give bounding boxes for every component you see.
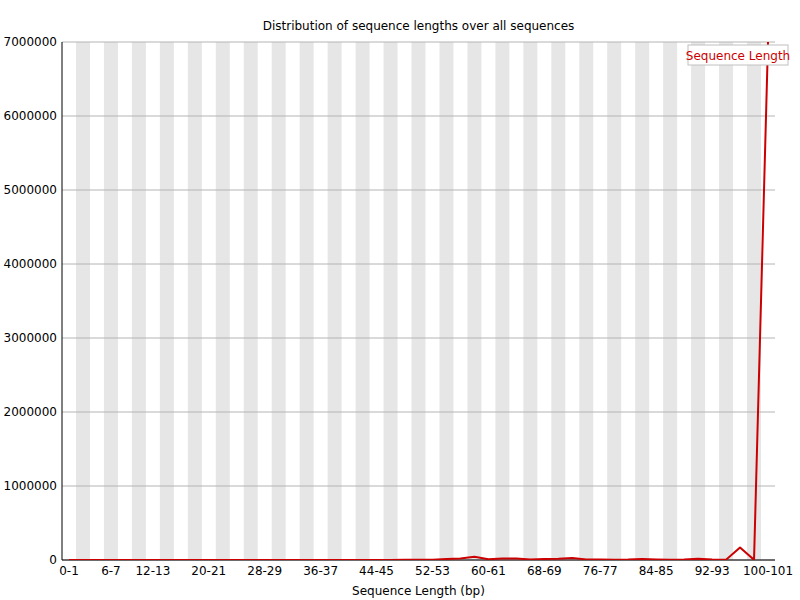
- band: [691, 42, 705, 560]
- legend-entry: Sequence Length: [686, 49, 790, 63]
- band: [76, 42, 90, 560]
- y-tick-label: 5000000: [4, 183, 57, 197]
- y-tick-label: 2000000: [4, 405, 57, 419]
- band: [579, 42, 593, 560]
- band: [300, 42, 314, 560]
- x-tick-label: 84-85: [639, 564, 674, 578]
- x-tick-label: 0-1: [59, 564, 79, 578]
- x-tick-label: 6-7: [101, 564, 121, 578]
- band: [132, 42, 146, 560]
- y-tick-label: 1000000: [4, 479, 57, 493]
- grid-line: [62, 116, 775, 117]
- chart: 0 1000000 2000000 3000000 4000000 5000000 6000…: [0, 0, 800, 600]
- band: [188, 42, 202, 560]
- y-axis: [62, 42, 63, 560]
- y-tick-label: 6000000: [4, 109, 57, 123]
- band: [216, 42, 230, 560]
- y-tick-label: 7000000: [4, 35, 57, 49]
- x-tick-label: 92-93: [695, 564, 730, 578]
- band: [412, 42, 426, 560]
- band: [384, 42, 398, 560]
- band: [551, 42, 565, 560]
- band: [160, 42, 174, 560]
- band: [467, 42, 481, 560]
- x-tick-label: 12-13: [135, 564, 170, 578]
- x-tick-label: 28-29: [247, 564, 282, 578]
- y-tick-label: 4000000: [4, 257, 57, 271]
- x-tick-label: 44-45: [359, 564, 394, 578]
- band: [663, 42, 677, 560]
- x-tick-label: 76-77: [583, 564, 618, 578]
- band: [356, 42, 370, 560]
- band: [719, 42, 733, 560]
- band: [272, 42, 286, 560]
- title: Distribution of sequence lengths over al…: [263, 19, 575, 33]
- grid-line: [62, 190, 775, 191]
- x-tick-label: 60-61: [471, 564, 506, 578]
- grid-line: [62, 486, 775, 487]
- legend: Sequence Length: [686, 45, 790, 65]
- band: [439, 42, 453, 560]
- band: [495, 42, 509, 560]
- band: [607, 42, 621, 560]
- x-tick-label: 100-101: [743, 564, 793, 578]
- band: [328, 42, 342, 560]
- band: [747, 42, 761, 560]
- plot-group: [69, 42, 768, 560]
- x-axis-label: Sequence Length (bp): [352, 584, 485, 598]
- grid-line: [62, 264, 775, 265]
- x-tick-label: 52-53: [415, 564, 450, 578]
- y-tick-label: 0: [49, 553, 57, 567]
- series-line: [69, 42, 768, 560]
- x-tick-label: 36-37: [303, 564, 338, 578]
- band: [523, 42, 537, 560]
- grid-line: [62, 42, 775, 43]
- band: [635, 42, 649, 560]
- x-tick-label: 68-69: [527, 564, 562, 578]
- band: [104, 42, 118, 560]
- band: [244, 42, 258, 560]
- x-tick-label: 20-21: [191, 564, 226, 578]
- y-tick-label: 3000000: [4, 331, 57, 345]
- grid-line: [62, 412, 775, 413]
- grid-line: [62, 338, 775, 339]
